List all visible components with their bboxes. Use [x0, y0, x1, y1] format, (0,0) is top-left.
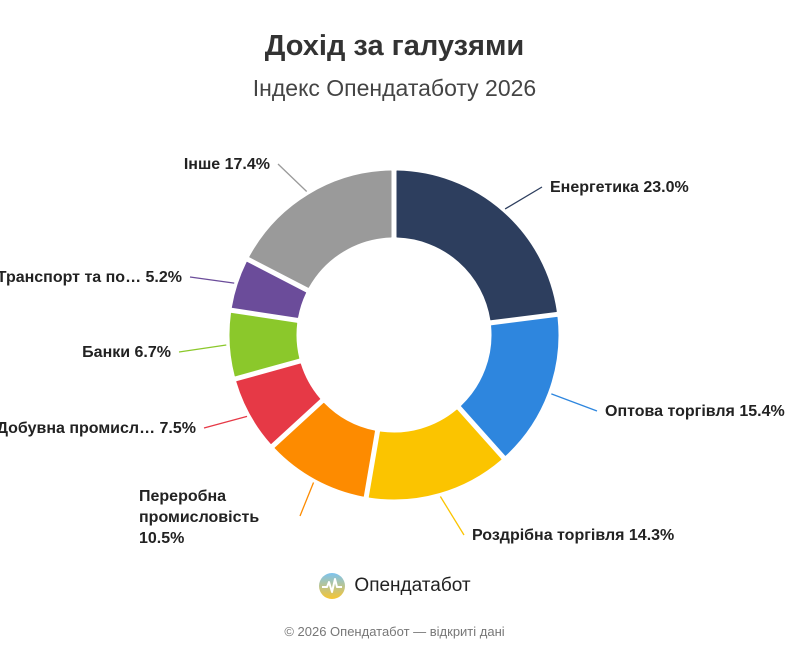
- slice-label: Добувна промисл… 7.5%: [0, 420, 196, 437]
- donut-slice: [236, 363, 321, 445]
- donut-slice: [274, 402, 376, 497]
- leader-line: [551, 393, 598, 412]
- leader-line: [277, 163, 308, 192]
- brand: Опендатабот: [0, 572, 789, 600]
- leader-line: [178, 344, 227, 353]
- brand-name: Опендатабот: [354, 575, 471, 596]
- leader-line: [439, 496, 465, 536]
- slice-label: Інше 17.4%: [184, 156, 270, 173]
- slice-label: Роздрібна торгівля 14.3%: [472, 527, 674, 544]
- footer-copyright: © 2026 Опендатабот — відкриті дані: [284, 624, 505, 639]
- slice-label: Переробна промисловість 10.5%: [139, 488, 259, 547]
- opendatabot-logo-icon: [319, 573, 346, 599]
- donut-slice: [249, 170, 392, 288]
- leader-line: [504, 186, 543, 210]
- donut-slice: [229, 312, 300, 377]
- slice-label: Оптова торгівля 15.4%: [605, 403, 785, 420]
- donut-slice: [231, 261, 307, 318]
- chart-title: Дохід за галузями: [264, 30, 525, 62]
- leader-line: [203, 415, 248, 429]
- chart-subtitle: Індекс Опендатаботу 2026: [252, 75, 537, 101]
- slice-label: Банки 6.7%: [82, 344, 171, 361]
- slice-label: Енергетика 23.0%: [550, 179, 689, 196]
- slice-label: Транспорт та по… 5.2%: [0, 269, 182, 286]
- leader-line: [189, 276, 235, 284]
- donut-slice: [460, 316, 559, 456]
- donut-slice: [396, 170, 557, 321]
- leader-line: [299, 482, 315, 517]
- donut-slice: [368, 409, 502, 500]
